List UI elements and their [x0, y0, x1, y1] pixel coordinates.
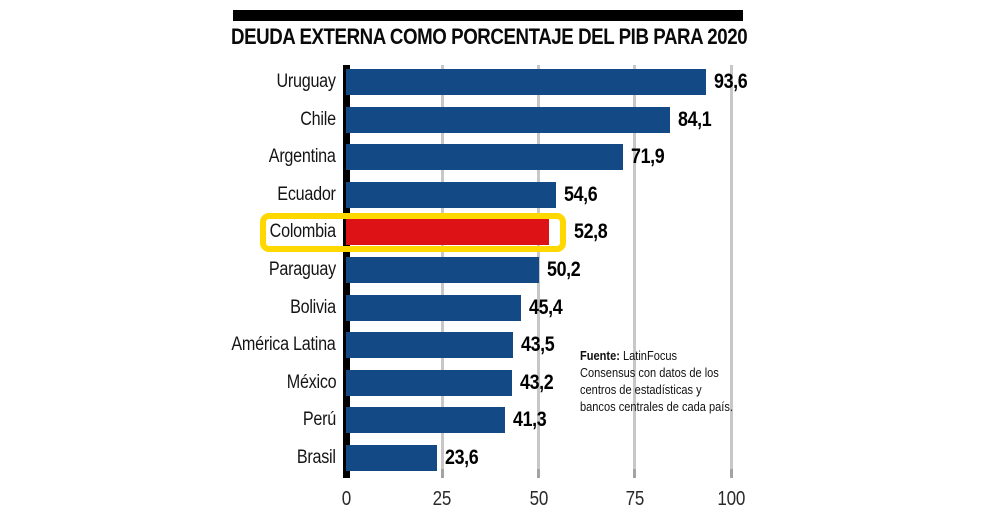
value-label-text: 41,3: [513, 408, 547, 432]
x-tick-label: 100: [699, 488, 763, 511]
gridline-tick: [537, 469, 540, 478]
category-label-text: Colombia: [269, 221, 336, 243]
gridline-tick: [633, 469, 637, 478]
gridline-tick: [440, 469, 444, 478]
value-label-text: 45,4: [528, 295, 563, 319]
chart-title: DEUDA EXTERNA COMO PORCENTAJE DEL PIB PA…: [231, 24, 838, 50]
bar: [346, 106, 670, 133]
category-label: Uruguay: [0, 69, 337, 95]
bar: [346, 369, 513, 396]
category-label: Paraguay: [0, 257, 336, 283]
category-label-text: Bolivia: [290, 296, 336, 318]
x-tick-label: 0: [314, 488, 378, 511]
source-line: bancos centrales de cada país.: [580, 399, 733, 414]
value-label: 23,6: [445, 445, 484, 471]
category-label: Brasil: [0, 445, 336, 471]
category-label-text: Paraguay: [268, 259, 336, 280]
category-label: Perú: [0, 407, 336, 433]
bar: [346, 445, 437, 471]
category-label: Argentina: [0, 144, 336, 170]
category-label: México: [0, 370, 336, 396]
bar: [346, 69, 707, 95]
value-label-text: 71,9: [630, 145, 665, 169]
category-label-text: Chile: [300, 108, 336, 130]
gridline-tick: [729, 469, 733, 478]
value-label-text: 93,6: [714, 70, 748, 93]
value-label-text: 23,6: [444, 446, 479, 469]
value-label-text: 43,5: [521, 333, 555, 357]
category-label-text: América Latina: [231, 334, 336, 356]
gridline: [729, 65, 733, 478]
source-line: Consensus con datos de los: [580, 365, 719, 380]
value-label-text: 52,8: [574, 220, 608, 244]
source-note: Fuente: LatinFocus Consensus con datos d…: [580, 347, 742, 415]
value-label: 52,8: [574, 219, 613, 245]
chart-title-text: DEUDA EXTERNA COMO PORCENTAJE DEL PIB PA…: [231, 24, 748, 49]
value-label: 71,9: [631, 144, 670, 170]
value-label: 45,4: [529, 295, 568, 321]
value-label: 93,6: [714, 69, 753, 95]
category-label: Bolivia: [0, 295, 336, 321]
value-label: 54,6: [564, 182, 603, 208]
value-label: 41,3: [513, 407, 552, 433]
bar: [346, 181, 557, 208]
bar-colombia-highlighted: [346, 219, 550, 246]
value-label: 50,2: [547, 257, 586, 283]
category-label-text: Perú: [302, 409, 336, 431]
title-rule: [233, 10, 743, 21]
x-tick-label-text: 25: [433, 488, 452, 510]
bar: [346, 294, 521, 321]
x-tick-label: 25: [410, 488, 474, 511]
x-tick-label-text: 75: [625, 488, 645, 510]
value-label-text: 43,2: [520, 370, 554, 394]
category-label-text: México: [286, 371, 336, 393]
bar: [346, 144, 623, 171]
bar: [346, 332, 514, 359]
category-label-text: Brasil: [297, 447, 336, 468]
source-line: Fuente: LatinFocus: [580, 347, 742, 364]
bar: [346, 257, 540, 283]
highlight-box: [260, 213, 567, 253]
gridline: [633, 65, 637, 478]
x-tick-label-text: 0: [341, 488, 351, 510]
value-label-text: 54,6: [564, 182, 598, 206]
category-label-text: Ecuador: [277, 183, 337, 205]
category-label: Colombia: [0, 219, 336, 245]
category-label: Ecuador: [0, 182, 337, 208]
category-label-text: Uruguay: [276, 71, 337, 92]
value-label-text: 84,1: [677, 107, 712, 131]
bar: [346, 407, 505, 434]
x-tick-label-text: 100: [717, 488, 745, 510]
x-tick-label-text: 50: [529, 488, 548, 510]
x-tick-label: 75: [603, 488, 667, 511]
category-label: Chile: [0, 107, 336, 133]
value-label: 84,1: [678, 107, 717, 133]
source-line: centros de estadísticas y: [580, 382, 702, 397]
value-label-text: 50,2: [547, 258, 581, 281]
category-label: América Latina: [0, 332, 336, 358]
value-label: 43,2: [520, 370, 559, 396]
category-label-text: Argentina: [269, 146, 336, 168]
source-label: Fuente:: [580, 348, 620, 363]
value-label: 43,5: [521, 332, 560, 358]
source-line1-rest: LatinFocus: [619, 348, 678, 363]
x-tick-label: 50: [507, 488, 571, 511]
